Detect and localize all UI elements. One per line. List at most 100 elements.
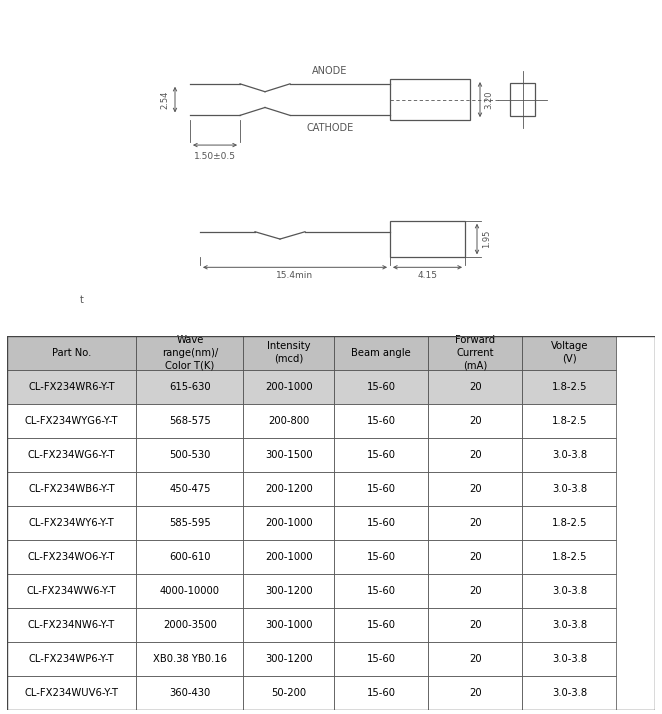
Text: 3.0-3.8: 3.0-3.8 xyxy=(552,586,587,596)
Text: 568-575: 568-575 xyxy=(169,416,211,426)
Bar xyxy=(136,472,244,506)
Text: 20: 20 xyxy=(469,518,482,528)
Text: 1.50±0.5: 1.50±0.5 xyxy=(194,152,236,161)
Bar xyxy=(522,506,616,540)
Bar xyxy=(334,370,428,403)
Text: 15-60: 15-60 xyxy=(367,484,396,494)
Bar xyxy=(334,676,428,710)
Bar xyxy=(428,540,522,574)
Bar xyxy=(522,608,616,643)
Bar xyxy=(244,403,334,438)
Bar xyxy=(334,643,428,676)
Text: Wave
range(nm)/
Color T(K): Wave range(nm)/ Color T(K) xyxy=(162,335,218,370)
Bar xyxy=(7,676,136,710)
Bar xyxy=(428,608,522,643)
Bar xyxy=(136,643,244,676)
Bar xyxy=(7,370,136,403)
Bar xyxy=(244,676,334,710)
Bar xyxy=(428,403,522,438)
Bar xyxy=(244,608,334,643)
Bar xyxy=(136,370,244,403)
Text: 20: 20 xyxy=(469,450,482,460)
Text: 500-530: 500-530 xyxy=(169,450,211,460)
Bar xyxy=(522,403,616,438)
Text: 1.8-2.5: 1.8-2.5 xyxy=(551,552,587,562)
Text: 600-610: 600-610 xyxy=(169,552,211,562)
Bar xyxy=(522,472,616,506)
Text: 200-1000: 200-1000 xyxy=(265,382,312,392)
Text: t: t xyxy=(80,296,84,306)
Text: 20: 20 xyxy=(469,620,482,630)
Bar xyxy=(7,643,136,676)
Bar xyxy=(334,403,428,438)
Text: 200-1000: 200-1000 xyxy=(265,518,312,528)
Text: CL-FX234WW6-Y-T: CL-FX234WW6-Y-T xyxy=(26,586,117,596)
Text: 300-1200: 300-1200 xyxy=(265,654,312,664)
Text: 4.15: 4.15 xyxy=(418,271,438,281)
Text: ANODE: ANODE xyxy=(312,66,348,76)
Bar xyxy=(7,403,136,438)
Text: CL-FX234WB6-Y-T: CL-FX234WB6-Y-T xyxy=(28,484,115,494)
Bar xyxy=(428,676,522,710)
Bar xyxy=(522,540,616,574)
Text: Voltage
(V): Voltage (V) xyxy=(551,341,588,364)
Bar xyxy=(7,472,136,506)
Bar xyxy=(244,643,334,676)
Text: Forward
Current
(mA): Forward Current (mA) xyxy=(455,335,495,370)
Bar xyxy=(334,608,428,643)
Bar xyxy=(244,438,334,472)
Text: 3.0-3.8: 3.0-3.8 xyxy=(552,654,587,664)
Text: 200-1000: 200-1000 xyxy=(265,552,312,562)
Text: 15-60: 15-60 xyxy=(367,416,396,426)
Text: 3.0-3.8: 3.0-3.8 xyxy=(552,484,587,494)
Bar xyxy=(136,676,244,710)
Text: CL-FX234NW6-Y-T: CL-FX234NW6-Y-T xyxy=(28,620,115,630)
Bar xyxy=(334,472,428,506)
Text: Intensity
(mcd): Intensity (mcd) xyxy=(267,341,310,364)
Text: CATHODE: CATHODE xyxy=(307,124,354,134)
Bar xyxy=(244,540,334,574)
Bar xyxy=(334,336,428,370)
Text: CL-FX234WR6-Y-T: CL-FX234WR6-Y-T xyxy=(28,382,115,392)
Text: 15-60: 15-60 xyxy=(367,552,396,562)
Bar xyxy=(390,221,465,257)
Text: XB0.38 YB0.16: XB0.38 YB0.16 xyxy=(153,654,227,664)
Bar xyxy=(522,643,616,676)
Text: 200-800: 200-800 xyxy=(268,416,309,426)
Text: CL-FX234WUV6-Y-T: CL-FX234WUV6-Y-T xyxy=(24,688,118,698)
Text: 3.20: 3.20 xyxy=(484,91,493,109)
Bar xyxy=(244,336,334,370)
Text: 20: 20 xyxy=(469,382,482,392)
Text: 3.0-3.8: 3.0-3.8 xyxy=(552,688,587,698)
Text: 50-200: 50-200 xyxy=(271,688,307,698)
Bar xyxy=(334,438,428,472)
Bar xyxy=(136,336,244,370)
Text: 15.4min: 15.4min xyxy=(277,271,314,281)
Text: 1.8-2.5: 1.8-2.5 xyxy=(551,518,587,528)
Text: 615-630: 615-630 xyxy=(169,382,211,392)
Text: 20: 20 xyxy=(469,416,482,426)
Bar xyxy=(136,540,244,574)
Text: CL-FX234WO6-Y-T: CL-FX234WO6-Y-T xyxy=(28,552,115,562)
Bar xyxy=(428,506,522,540)
Bar xyxy=(428,370,522,403)
Bar xyxy=(390,79,470,120)
Text: 1.8-2.5: 1.8-2.5 xyxy=(551,416,587,426)
Bar xyxy=(7,506,136,540)
Text: 1.95: 1.95 xyxy=(482,230,491,248)
Bar xyxy=(7,540,136,574)
Text: 15-60: 15-60 xyxy=(367,654,396,664)
Bar xyxy=(428,438,522,472)
Bar xyxy=(136,403,244,438)
Bar xyxy=(7,608,136,643)
Bar xyxy=(7,574,136,608)
Text: 20: 20 xyxy=(469,586,482,596)
Bar xyxy=(522,438,616,472)
Text: 15-60: 15-60 xyxy=(367,586,396,596)
Bar xyxy=(522,676,616,710)
Bar xyxy=(334,540,428,574)
Text: 585-595: 585-595 xyxy=(169,518,211,528)
Text: 450-475: 450-475 xyxy=(169,484,211,494)
Text: 4000-10000: 4000-10000 xyxy=(160,586,220,596)
Text: 20: 20 xyxy=(469,552,482,562)
